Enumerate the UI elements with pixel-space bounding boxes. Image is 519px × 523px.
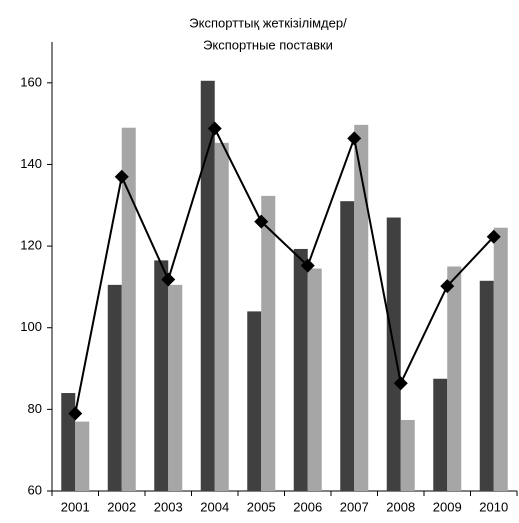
marker bbox=[300, 258, 315, 273]
bar bbox=[493, 227, 508, 492]
y-tick-label: 60 bbox=[28, 482, 42, 497]
chart-title: Экспортные поставки bbox=[203, 37, 333, 52]
bar bbox=[107, 284, 122, 491]
bar bbox=[168, 284, 183, 491]
bar bbox=[386, 217, 401, 491]
y-tick-label: 120 bbox=[20, 238, 42, 253]
bar bbox=[340, 201, 355, 491]
bar bbox=[247, 311, 262, 491]
bar bbox=[293, 248, 308, 491]
bar bbox=[121, 127, 136, 491]
bar bbox=[479, 280, 494, 491]
marker bbox=[207, 121, 222, 136]
bar bbox=[261, 195, 276, 491]
chart-title: Экспорттық жеткізілімдер/ bbox=[189, 15, 347, 30]
x-tick-label: 2004 bbox=[200, 499, 229, 514]
bar bbox=[61, 393, 76, 491]
bar bbox=[354, 124, 369, 492]
bar bbox=[75, 421, 90, 491]
marker bbox=[161, 272, 176, 287]
marker bbox=[114, 169, 129, 184]
y-tick-label: 100 bbox=[20, 319, 42, 334]
y-tick-label: 140 bbox=[20, 156, 42, 171]
bar bbox=[154, 260, 169, 491]
bar bbox=[400, 419, 415, 491]
y-tick-label: 160 bbox=[20, 74, 42, 89]
marker bbox=[254, 214, 269, 229]
x-tick-label: 2010 bbox=[479, 499, 508, 514]
line bbox=[74, 125, 495, 414]
bar bbox=[307, 268, 322, 491]
bar bbox=[433, 378, 448, 491]
marker bbox=[440, 279, 455, 294]
x-tick-label: 2006 bbox=[293, 499, 322, 514]
marker bbox=[68, 406, 83, 421]
x-tick-label: 2007 bbox=[340, 499, 369, 514]
x-tick-label: 2008 bbox=[386, 499, 415, 514]
x-tick-label: 2009 bbox=[433, 499, 462, 514]
y-tick-label: 80 bbox=[28, 401, 42, 416]
bar bbox=[447, 266, 462, 491]
x-tick-label: 2002 bbox=[107, 499, 136, 514]
bar bbox=[214, 142, 229, 491]
x-tick-label: 2001 bbox=[61, 499, 90, 514]
marker bbox=[486, 229, 501, 244]
bar bbox=[200, 80, 215, 491]
marker bbox=[393, 376, 408, 391]
marker bbox=[347, 131, 362, 146]
x-tick-label: 2003 bbox=[154, 499, 183, 514]
x-tick-label: 2005 bbox=[247, 499, 276, 514]
